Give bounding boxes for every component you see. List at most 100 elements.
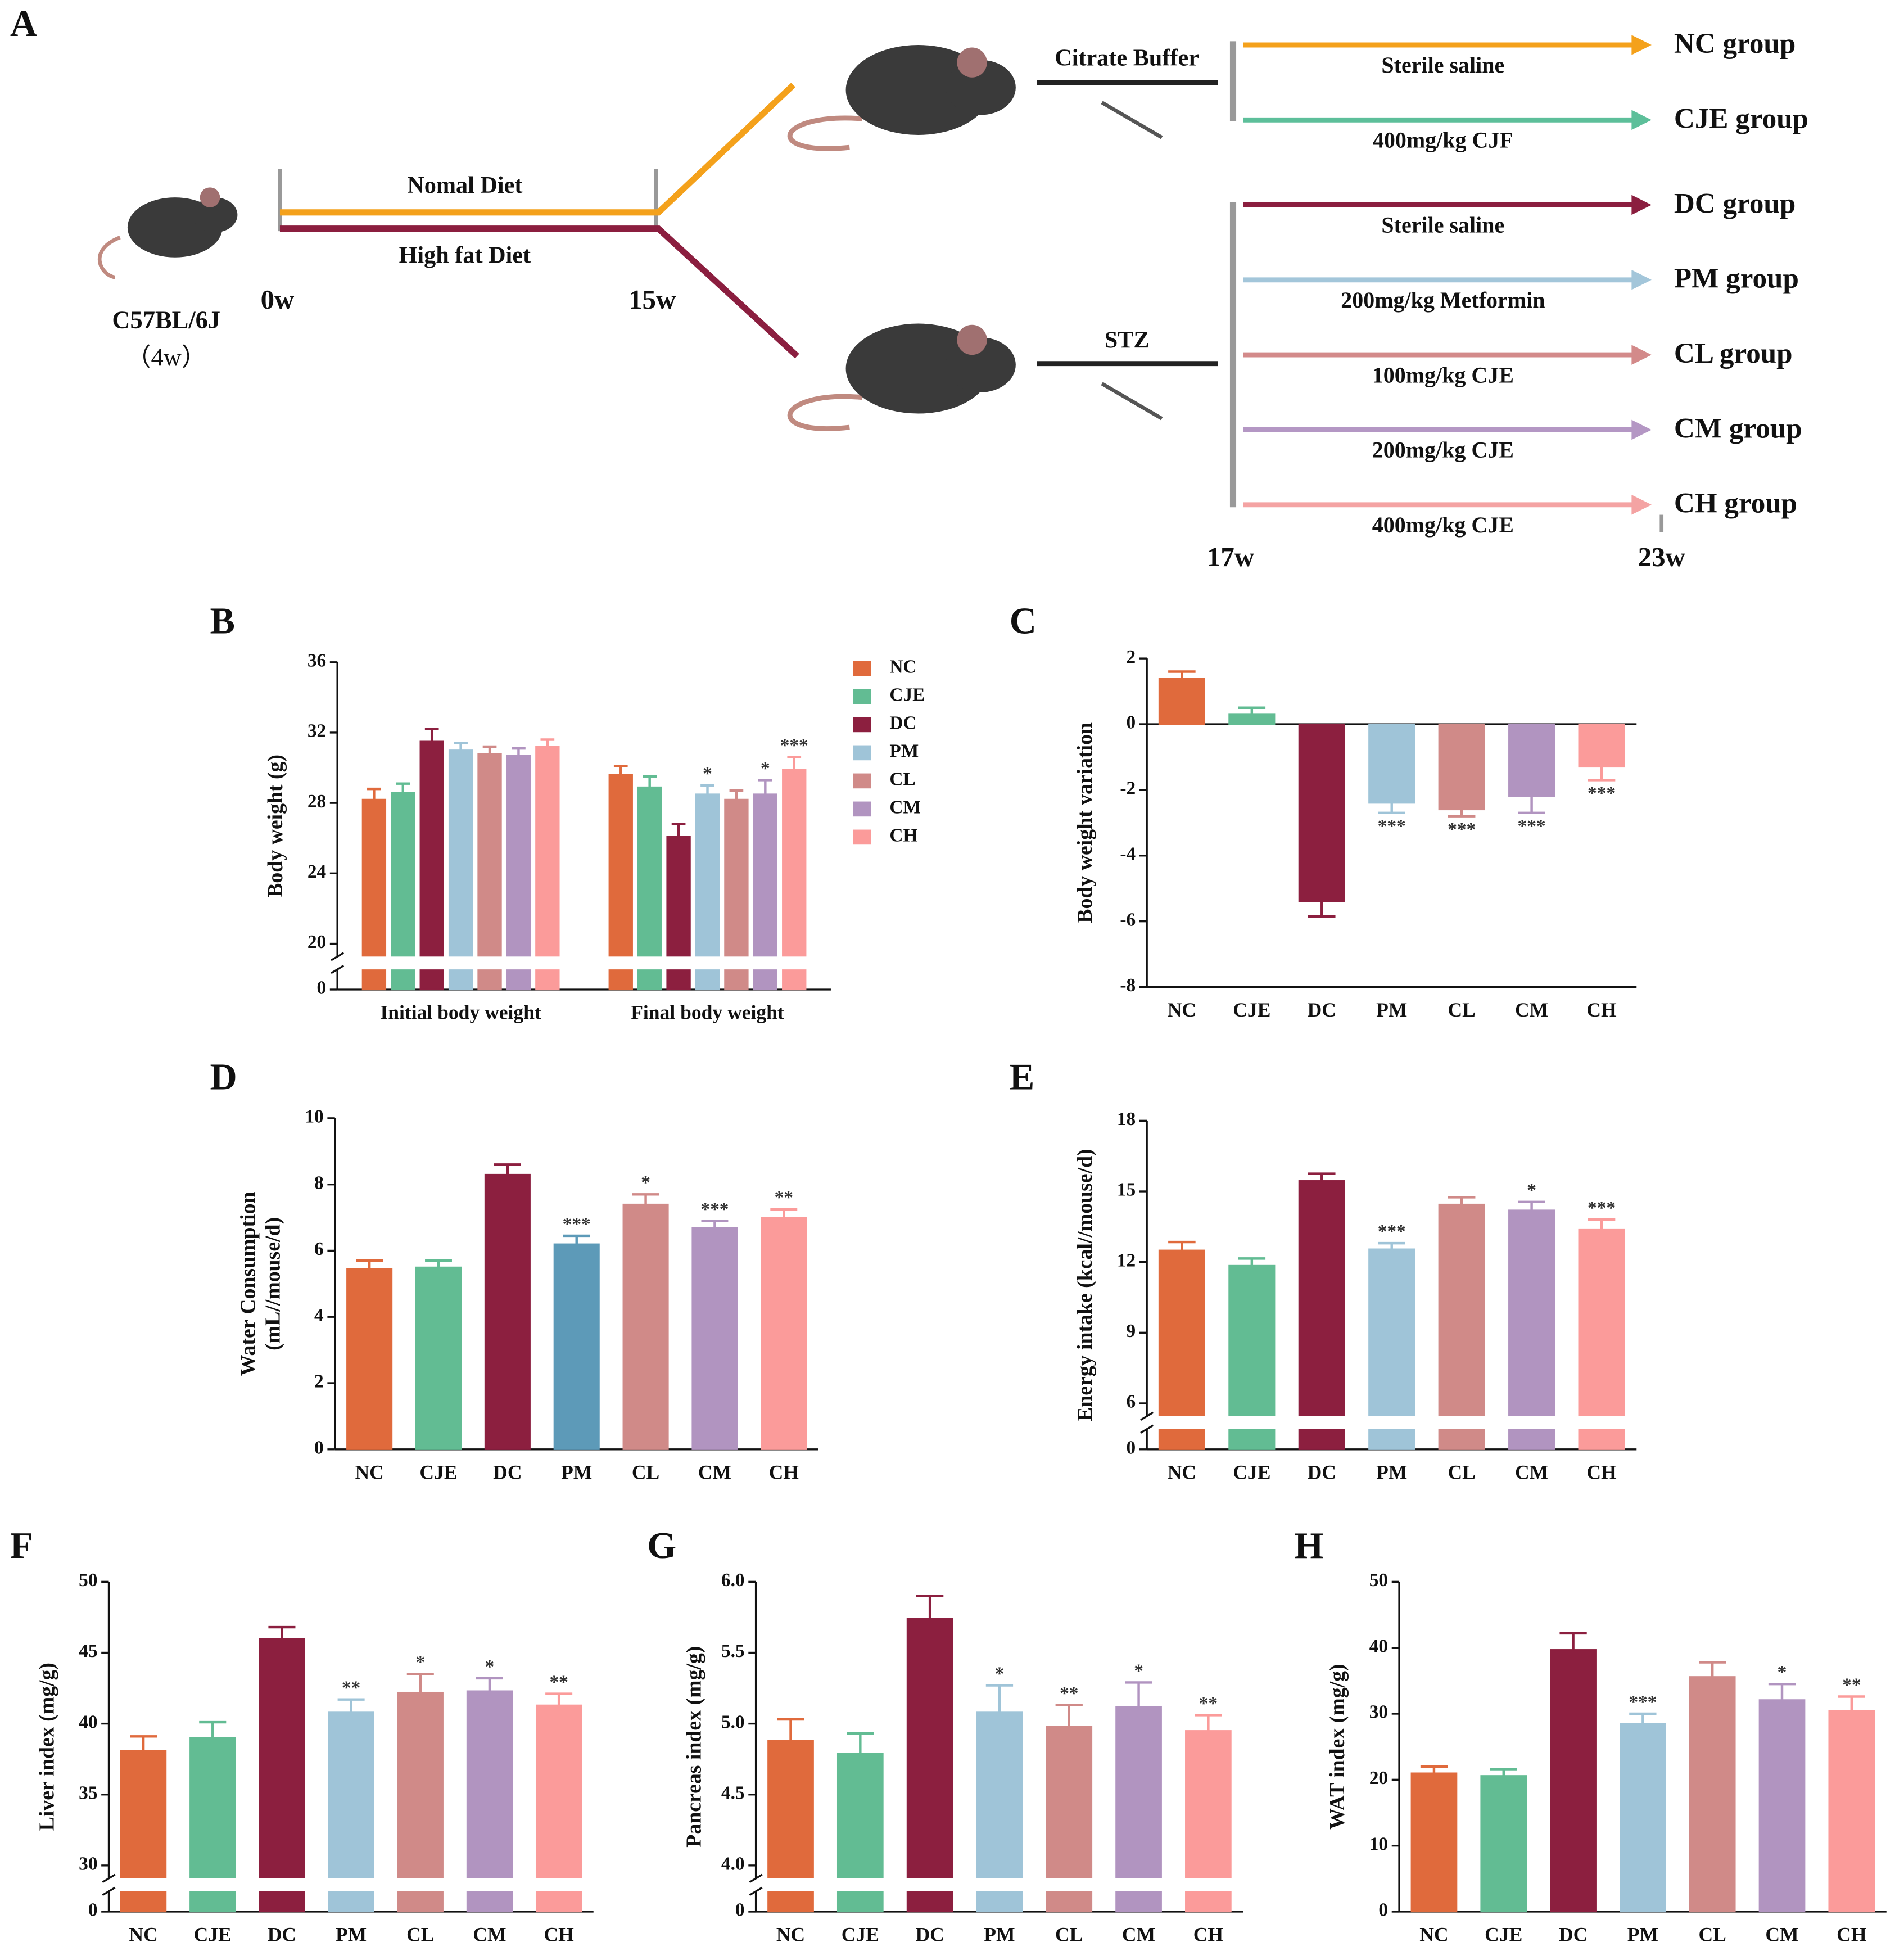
diagram: Nomal Diet High fat Diet 0w 15w 17w 23w Steril… [261, 28, 1808, 572]
panel-label: H [1294, 1525, 1323, 1566]
significance: *** [1518, 816, 1546, 837]
y-tick-label: 2 [314, 1371, 324, 1392]
dose-label: 400mg/kg CJE [1372, 512, 1514, 538]
significance: * [485, 1656, 495, 1677]
panel-label: E [1010, 1057, 1034, 1098]
error-bar [424, 728, 439, 742]
x-tick-label: PM [984, 1923, 1015, 1946]
week-label: 0w [261, 284, 295, 315]
x-tick-label: CM [1515, 999, 1548, 1021]
error-bar [1588, 766, 1616, 782]
y-tick-label: 40 [79, 1711, 97, 1732]
bar [1578, 723, 1625, 768]
strain: C57BL/6J [112, 306, 220, 334]
significance: ** [342, 1678, 360, 1699]
significance: ** [549, 1672, 568, 1693]
y-axis-label: Body weight variation [1073, 722, 1097, 923]
error-bar [130, 1735, 157, 1751]
panel-label: F [10, 1525, 33, 1566]
dose-label: Sterile saline [1381, 52, 1504, 78]
x-tick-label: CJE [1233, 999, 1270, 1021]
group-label: CL group [1674, 337, 1793, 369]
significance: *** [1588, 783, 1616, 804]
error-bar [1518, 796, 1545, 815]
panel-label: A [10, 3, 37, 44]
bar [1410, 1772, 1458, 1913]
y-tick-label: 6 [314, 1239, 324, 1259]
error-bar [454, 742, 468, 751]
y-axis-label: WAT index (mg/g) [1326, 1664, 1349, 1829]
y-tick-label: 24 [307, 861, 327, 882]
x-tick-label: CH [769, 1461, 799, 1483]
x-tick-label: CH [1837, 1923, 1867, 1946]
x-tick-label: CJE [1233, 1461, 1270, 1483]
bar [1438, 1203, 1485, 1450]
y-tick-label: 0 [316, 978, 326, 999]
y-tick-label: 6 [1126, 1392, 1136, 1412]
significance: *** [700, 1199, 729, 1220]
y-tick-label: 5.0 [721, 1711, 745, 1732]
error-bar [540, 738, 555, 747]
legend-label: CH [889, 825, 917, 846]
legend-label: NC [889, 657, 916, 678]
significance: *** [1378, 816, 1406, 837]
x-tick-label: CL [1055, 1923, 1083, 1946]
error-bar [613, 765, 628, 775]
significance: ** [1199, 1693, 1218, 1714]
arrow-head [1631, 110, 1652, 130]
x-tick-label: PM [561, 1461, 592, 1483]
x-tick-label: CL [632, 1461, 659, 1483]
y-tick-label: 0 [1126, 1437, 1136, 1458]
x-tick-label: Final body weight [631, 1001, 784, 1024]
y-tick-label: 36 [307, 650, 326, 671]
bar [1438, 723, 1485, 811]
group-label: DC group [1674, 187, 1796, 219]
y-tick-label: 0 [735, 1900, 745, 1921]
bar [1508, 723, 1555, 797]
dose-label: 100mg/kg CJE [1372, 362, 1514, 387]
error-bar [1699, 1661, 1726, 1677]
axis-break-gap [745, 1878, 1246, 1891]
y-axis-label: Energy intake (kcal//mouse/d) [1073, 1149, 1097, 1421]
y-tick-label: -6 [1120, 909, 1136, 930]
error-bar [1125, 1681, 1152, 1707]
dose-label: 200mg/kg Metformin [1341, 287, 1545, 313]
y-tick-label: 45 [79, 1641, 97, 1661]
x-tick-label: CL [1448, 1461, 1475, 1483]
significance: *** [1378, 1221, 1406, 1242]
y-axis-label: Liver index (mg/g) [35, 1663, 59, 1831]
significance: * [1134, 1660, 1143, 1681]
significance: * [415, 1652, 425, 1673]
y-axis-label: Water Consumption [236, 1191, 260, 1376]
arrow-head [1631, 195, 1652, 215]
x-tick-label: PM [1376, 1461, 1407, 1483]
x-tick-label: CH [1193, 1923, 1224, 1946]
axis-break-gap [1137, 1416, 1639, 1429]
error-bar [643, 775, 657, 787]
y-axis-label: Pancreas index (mg/g) [682, 1646, 706, 1848]
error-bar [545, 1692, 573, 1705]
y-tick-label: 0 [1126, 712, 1136, 733]
bar [477, 753, 502, 991]
bar [346, 1268, 393, 1450]
error-bar [701, 1220, 729, 1228]
bar [1115, 1706, 1162, 1913]
mouse-icon [787, 45, 1016, 151]
error-bar [1168, 1240, 1196, 1250]
y-tick-label: 28 [307, 791, 326, 812]
diet-line [279, 225, 799, 359]
legend-swatch [853, 773, 871, 789]
significance: *** [1588, 1198, 1616, 1218]
x-tick-label: NC [776, 1923, 805, 1946]
y-tick-label: 15 [1117, 1180, 1136, 1200]
age: （4w） [126, 343, 206, 371]
y-tick-label: 0 [314, 1437, 324, 1458]
y-tick-label: 4.0 [721, 1854, 745, 1875]
bar [1508, 1209, 1555, 1450]
x-tick-label: DC [1559, 1923, 1588, 1946]
error-bar [1168, 670, 1196, 679]
group-label: NC group [1674, 28, 1796, 60]
legend-label: CJE [889, 685, 925, 706]
